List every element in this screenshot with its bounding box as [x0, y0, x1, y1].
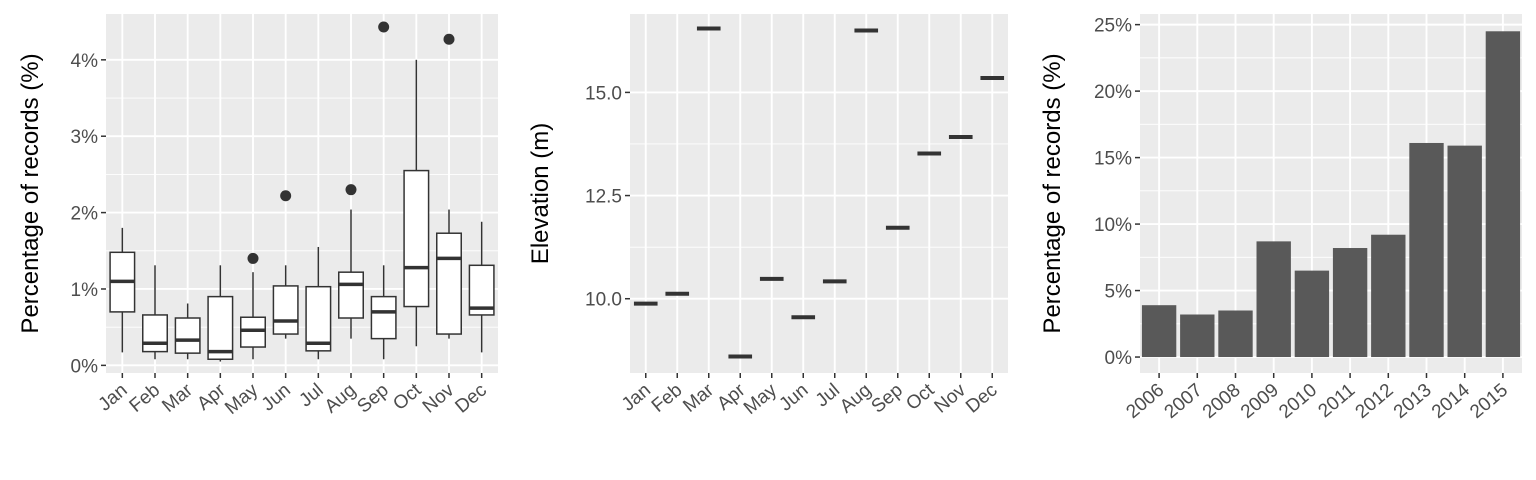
plot-background: [106, 14, 498, 373]
bar: [1332, 248, 1368, 358]
chart-panel-yearly-percentage: 0% 5% 10% 15% 20% 25% 200620072008200920102011…: [1039, 14, 1522, 423]
x-tick-label: Jul: [295, 380, 327, 412]
x-tick-label: Jan: [95, 380, 132, 416]
y-tick-label: 3%: [71, 127, 99, 148]
x-tick-label: Sep: [353, 380, 392, 418]
bar: [1180, 314, 1215, 358]
x-tick-label: Jun: [775, 380, 812, 416]
x-tick-label: Nov: [419, 379, 459, 417]
x-tick-label: 2012: [1352, 380, 1398, 423]
x-tick-label: Dec: [962, 380, 1001, 418]
bar: [1409, 142, 1444, 358]
box-outlier: [247, 252, 259, 264]
x-tick-label: 2009: [1237, 380, 1283, 423]
x-tick-label: 2014: [1428, 379, 1474, 423]
y-tick-label: 4%: [71, 51, 99, 72]
x-tick-label: Dec: [451, 380, 490, 418]
x-tick-label: Apr: [193, 379, 230, 415]
box-outlier: [378, 21, 390, 33]
x-tick-label: Feb: [126, 380, 165, 417]
x-tick-label: May: [221, 379, 262, 418]
box-marks: [109, 21, 495, 362]
bar: [1141, 305, 1177, 358]
bar: [1218, 310, 1253, 358]
bar: [1447, 145, 1482, 358]
box-body: [240, 316, 266, 348]
box-body: [370, 295, 397, 340]
gridlines: [630, 14, 1008, 373]
x-tick-label: Aug: [321, 380, 360, 418]
x-tick-label: Jul: [812, 380, 844, 412]
y-tick-label: 10%: [1094, 215, 1132, 236]
y-tick-label: 2%: [71, 204, 99, 225]
x-tick-label: Jan: [618, 380, 655, 416]
bar: [1256, 241, 1291, 358]
y-tick-label: 0%: [71, 356, 99, 377]
y-tick-label: 12.5: [585, 187, 622, 208]
x-tick-label: Oct: [902, 379, 939, 415]
bar: [1294, 270, 1330, 358]
box-body: [174, 317, 201, 354]
box-body: [272, 285, 299, 335]
x-tick-label: 2011: [1315, 380, 1360, 422]
bar: [1371, 234, 1406, 358]
bar-marks: [1141, 31, 1521, 358]
y-axis-title: Percentage of records (%): [17, 53, 44, 333]
x-tick-label: 2008: [1199, 380, 1245, 423]
box-body: [142, 314, 168, 353]
box-body: [305, 285, 332, 352]
y-tick-label: 0%: [1105, 348, 1133, 369]
x-tick-label: Oct: [389, 379, 426, 415]
y-tick-label: 20%: [1094, 82, 1132, 103]
box-body: [338, 271, 364, 319]
x-tick-label: 2015: [1466, 380, 1512, 423]
x-tick-label: 2010: [1275, 380, 1321, 423]
x-tick-label: 2013: [1390, 380, 1436, 423]
y-axis-title: Elevation (m): [527, 123, 554, 264]
x-tick-label: 2007: [1161, 380, 1207, 423]
x-tick-label: Jun: [258, 380, 295, 416]
y-tick-label: 25%: [1094, 16, 1132, 37]
plot-background: [630, 14, 1008, 373]
box-outlier: [345, 184, 357, 196]
box-body: [207, 295, 234, 361]
elevation-marks: [633, 26, 1005, 359]
y-tick-label: 15.0: [585, 83, 622, 104]
y-tick-label: 5%: [1105, 282, 1133, 303]
box-outlier: [443, 33, 455, 45]
box-body: [436, 232, 462, 335]
y-tick-label: 1%: [71, 280, 99, 301]
y-axis-title: Percentage of records (%): [1039, 53, 1066, 333]
bar: [1485, 31, 1521, 358]
x-tick-label: 2006: [1122, 380, 1168, 423]
box-body: [403, 169, 430, 308]
y-tick-label: 15%: [1094, 149, 1132, 170]
x-tick-label: Feb: [648, 380, 687, 417]
y-tick-label: 10.0: [585, 290, 622, 311]
box-outlier: [280, 190, 292, 202]
x-tick-label: Mar: [158, 379, 197, 417]
